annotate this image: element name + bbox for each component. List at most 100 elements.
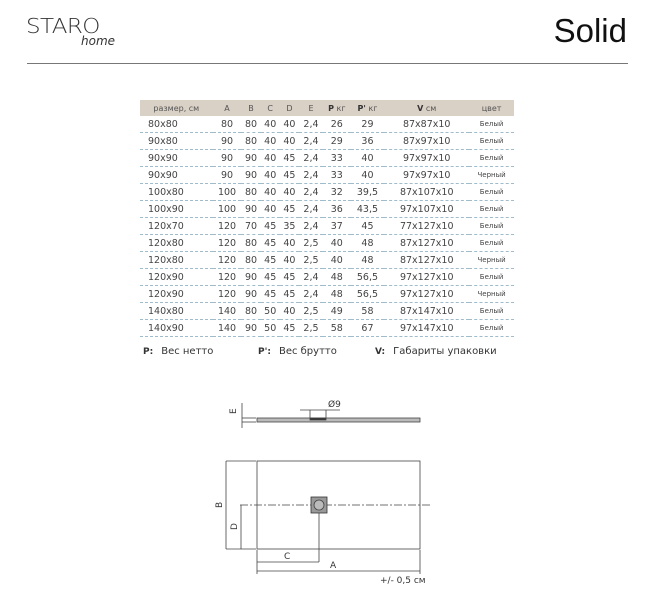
table-row: 120x80 120 80 45 40 2,5 40 48 87x127x10 Черный [140,251,514,269]
table-cell: 100 [212,200,242,218]
table-cell: 120 [212,234,242,252]
table-cell: 39,5 [350,183,385,201]
table-cell: 80 [241,132,261,150]
table-cell: 67 [350,319,385,337]
table-cell: 45 [279,268,299,286]
table-cell: 40 [350,149,385,167]
table-cell: 90 [241,319,261,337]
table-cell: 40 [260,183,280,201]
tolerance-note: +/- 0,5 см [380,576,426,586]
table-cell: Белый [469,234,514,252]
table-cell: 40 [350,166,385,184]
col-a: A [212,100,242,116]
logo-subtext: home [81,34,116,48]
table-cell: 50 [260,302,280,320]
table-cell: 40 [260,116,280,133]
table-cell: 80 [241,183,261,201]
table-cell: 58 [322,319,351,337]
table-cell: 2,4 [299,285,323,303]
table-cell: 97x107x10 [384,200,470,218]
table-cell: 120x80 [140,251,213,269]
table-cell: 140 [212,319,242,337]
table-cell: 120x90 [140,268,213,286]
table-cell: 56,5 [350,268,385,286]
table-cell: Черный [469,251,514,269]
table-cell: Белый [469,116,514,133]
product-title: Solid [553,12,627,49]
table-row: 80x80 80 80 40 40 2,4 26 29 87x87x10 Белый [140,116,514,133]
table-header-row: размер, см A B C D E P кг P' кг V см цве… [140,100,514,116]
table-cell: 43,5 [350,200,385,218]
table-cell: 45 [279,200,299,218]
legend-p-prime: P': Вес брутто [258,346,337,357]
col-p-prime: P' кг [350,100,385,116]
col-color: цвет [469,100,514,116]
table-cell: 33 [322,166,351,184]
dim-e-label: E [229,408,239,414]
table-cell: Черный [469,285,514,303]
table-cell: 2,5 [299,251,323,269]
table-cell: 80 [241,116,261,133]
table-cell: 87x127x10 [384,234,470,252]
table-cell: 2,4 [299,183,323,201]
table-cell: 40 [279,132,299,150]
table-cell: 80 [212,116,242,133]
col-p: P кг [322,100,351,116]
dim-d-label: D [230,523,240,530]
table-cell: Белый [469,302,514,320]
table-cell: 97x147x10 [384,319,470,337]
table-cell: 35 [279,217,299,235]
table-cell: 120 [212,285,242,303]
table-cell: 100x80 [140,183,213,201]
table-cell: 56,5 [350,285,385,303]
table-row: 120x80 120 80 45 40 2,5 40 48 87x127x10 Белый [140,234,514,252]
table-cell: 80 [241,251,261,269]
table-cell: 48 [350,234,385,252]
table-cell: 45 [350,217,385,235]
table-cell: 70 [241,217,261,235]
table-cell: 40 [279,116,299,133]
legend-p: P: Вес нетто [143,346,214,357]
table-cell: 90x90 [140,166,213,184]
table-row: 120x70 120 70 45 35 2,4 37 45 77x127x10 Белый [140,217,514,235]
table-cell: 2,4 [299,132,323,150]
table-cell: 40 [279,183,299,201]
table-cell: 48 [322,268,351,286]
table-row: 90x90 90 90 40 45 2,4 33 40 97x97x10 Черный [140,166,514,184]
table-cell: 49 [322,302,351,320]
table-cell: Белый [469,183,514,201]
table-cell: 45 [279,319,299,337]
col-e: E [299,100,323,116]
table-cell: 40 [260,149,280,167]
spec-table: размер, см A B C D E P кг P' кг V см цве… [140,100,514,337]
table-cell: 36 [350,132,385,150]
table-cell: 40 [322,234,351,252]
table-cell: 45 [260,251,280,269]
table-cell: 120 [212,268,242,286]
col-d: D [279,100,299,116]
table-cell: 37 [322,217,351,235]
top-view: B D C A [215,460,430,574]
table-cell: 80 [241,302,261,320]
table-cell: 87x107x10 [384,183,470,201]
header-divider [27,63,628,64]
dim-diameter-label: Ø9 [328,399,341,410]
table-row: 140x80 140 80 50 40 2,5 49 58 87x147x10 Белый [140,302,514,320]
table-cell: 2,4 [299,116,323,133]
logo-text: STARO [26,14,100,38]
table-cell: 140x80 [140,302,213,320]
table-cell: 29 [350,116,385,133]
table-cell: Черный [469,166,514,184]
table-cell: 2,4 [299,200,323,218]
table-row: 120x90 120 90 45 45 2,4 48 56,5 97x127x10 Черный [140,285,514,303]
col-b: B [241,100,261,116]
table-cell: 90x90 [140,149,213,167]
table-row: 100x90 100 90 40 45 2,4 36 43,5 97x107x10 Белый [140,200,514,218]
table-cell: 45 [260,217,280,235]
table-cell: 45 [260,285,280,303]
table-cell: Белый [469,132,514,150]
table-row: 120x90 120 90 45 45 2,4 48 56,5 97x127x10 Белый [140,268,514,286]
table-cell: 33 [322,149,351,167]
table-cell: 40 [279,251,299,269]
